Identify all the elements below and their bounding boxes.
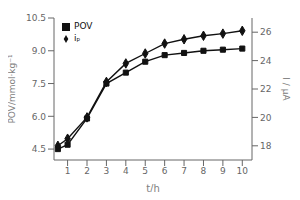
svg-text:4.5: 4.5 (32, 144, 46, 154)
svg-text:7: 7 (181, 166, 187, 176)
svg-text:I / μA: I / μA (281, 77, 291, 101)
svg-text:7.5: 7.5 (32, 79, 46, 89)
svg-text:18: 18 (260, 141, 272, 151)
svg-text:9: 9 (220, 166, 226, 176)
svg-text:22: 22 (260, 84, 271, 94)
svg-text:t/h: t/h (146, 183, 160, 192)
svg-text:10.5: 10.5 (26, 13, 46, 23)
svg-text:4: 4 (123, 166, 129, 176)
svg-text:POV/mmol·kg⁻¹: POV/mmol·kg⁻¹ (8, 54, 17, 124)
svg-text:20: 20 (260, 113, 272, 123)
svg-text:3: 3 (104, 166, 110, 176)
svg-text:1: 1 (65, 166, 71, 176)
svg-text:26: 26 (260, 27, 272, 37)
svg-text:8: 8 (201, 166, 207, 176)
svg-text:24: 24 (260, 56, 272, 66)
html-text:POV: POV (74, 21, 93, 31)
html-text:iₚ: iₚ (74, 33, 81, 43)
svg-text:6.0: 6.0 (32, 112, 47, 122)
svg-text:5: 5 (142, 166, 148, 176)
svg-text:9.0: 9.0 (32, 46, 47, 56)
svg-text:2: 2 (84, 166, 90, 176)
svg-text:6: 6 (162, 166, 168, 176)
svg-text:10: 10 (237, 166, 249, 176)
